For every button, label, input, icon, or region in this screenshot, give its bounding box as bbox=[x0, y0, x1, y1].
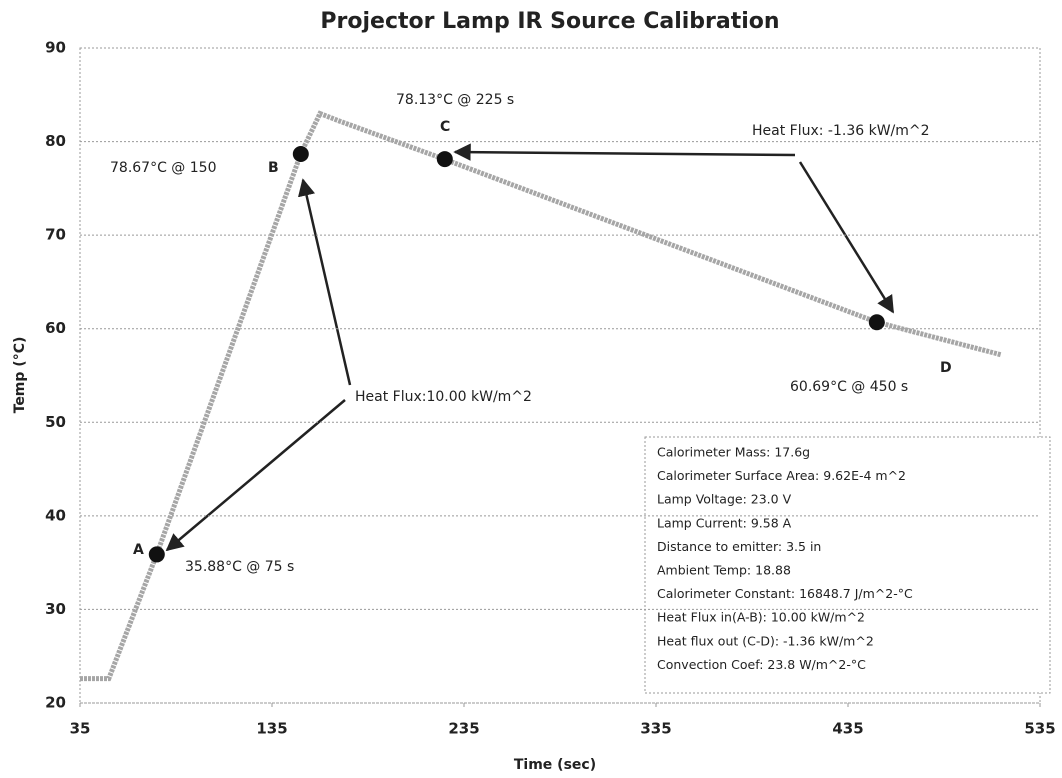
point-label: 78.13°C @ 225 s bbox=[396, 92, 514, 108]
y-tick-label: 40 bbox=[45, 506, 66, 524]
x-tick-label: 135 bbox=[256, 720, 287, 738]
x-tick-label: 335 bbox=[640, 720, 671, 738]
arrows bbox=[165, 143, 895, 552]
x-axis-label: Time (sec) bbox=[514, 757, 596, 773]
arrow bbox=[297, 178, 352, 386]
info-line: Convection Coef: 23.8 W/m^2-°C bbox=[657, 657, 866, 672]
arrow bbox=[165, 399, 346, 552]
x-tick-label: 535 bbox=[1024, 720, 1055, 738]
point-marker bbox=[292, 146, 309, 163]
chart-title: Projector Lamp IR Source Calibration bbox=[320, 9, 779, 34]
y-tick-label: 80 bbox=[45, 132, 66, 150]
info-line: Heat flux out (C-D): -1.36 kW/m^2 bbox=[657, 633, 874, 648]
point-label: 78.67°C @ 150 bbox=[110, 160, 216, 176]
y-tick-label: 60 bbox=[45, 319, 66, 337]
info-box bbox=[644, 436, 1051, 694]
info-line: Lamp Current: 9.58 A bbox=[657, 515, 792, 530]
data-line bbox=[80, 110, 1003, 682]
info-line: Distance to emitter: 3.5 in bbox=[657, 539, 821, 554]
point-label: 60.69°C @ 450 s bbox=[790, 379, 908, 395]
y-tick-label: 20 bbox=[45, 694, 66, 712]
y-tick-label: 50 bbox=[45, 413, 66, 431]
point-letter: A bbox=[133, 542, 144, 558]
annotation: Heat Flux:10.00 kW/m^2 bbox=[355, 389, 532, 405]
y-tick-label: 30 bbox=[45, 600, 66, 618]
y-axis-label: Temp (°C) bbox=[12, 337, 28, 414]
arrow bbox=[453, 143, 796, 161]
info-line: Ambient Temp: 18.88 bbox=[657, 563, 791, 578]
info-line: Calorimeter Constant: 16848.7 J/m^2-°C bbox=[657, 586, 913, 601]
point-letter: D bbox=[940, 360, 952, 376]
point-label: 35.88°C @ 75 s bbox=[185, 559, 294, 575]
info-line: Calorimeter Mass: 17.6g bbox=[657, 445, 810, 460]
point-letter: B bbox=[268, 160, 279, 176]
point-letter: C bbox=[440, 119, 450, 135]
info-line: Lamp Voltage: 23.0 V bbox=[657, 492, 792, 507]
point-marker bbox=[868, 314, 885, 331]
arrow bbox=[798, 161, 895, 314]
y-tick-label: 70 bbox=[45, 226, 66, 244]
x-tick-label: 435 bbox=[832, 720, 863, 738]
info-line: Heat Flux in(A-B): 10.00 kW/m^2 bbox=[657, 610, 865, 625]
point-marker bbox=[148, 546, 165, 563]
x-tick-label: 35 bbox=[70, 720, 91, 738]
y-tick-label: 90 bbox=[45, 39, 66, 57]
x-tick-label: 235 bbox=[448, 720, 479, 738]
point-marker bbox=[436, 151, 453, 168]
annotation: Heat Flux: -1.36 kW/m^2 bbox=[752, 123, 930, 139]
info-line: Calorimeter Surface Area: 9.62E-4 m^2 bbox=[657, 468, 906, 483]
